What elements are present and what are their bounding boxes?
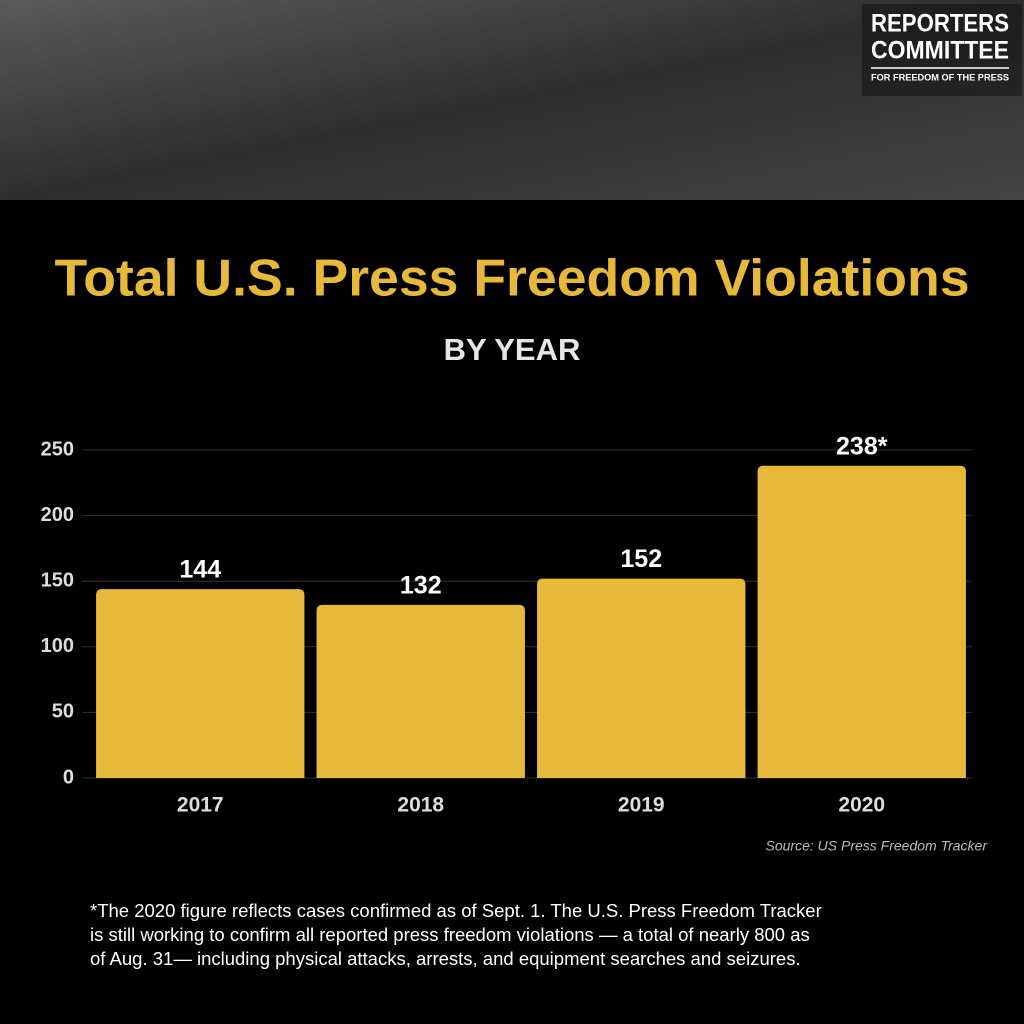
footnote-line: is still working to confirm all reported… bbox=[90, 924, 810, 945]
x-tick-label: 2017 bbox=[177, 794, 224, 817]
x-tick-label: 2020 bbox=[838, 794, 885, 817]
y-tick-label: 250 bbox=[41, 438, 74, 460]
logo-backdrop bbox=[862, 4, 1022, 96]
value-label: 152 bbox=[620, 545, 662, 573]
chart-subtitle: BY YEAR bbox=[444, 332, 581, 367]
y-tick-label: 100 bbox=[41, 635, 74, 657]
logo-line: COMMITTEE bbox=[871, 37, 1009, 65]
y-tick-label: 50 bbox=[52, 701, 74, 723]
value-label: 132 bbox=[400, 571, 442, 599]
footnote-line: of Aug. 31— including physical attacks, … bbox=[90, 948, 801, 969]
logo-tagline: FOR FREEDOM OF THE PRESS bbox=[871, 72, 1009, 82]
footnote-line: *The 2020 figure reflects cases confirme… bbox=[90, 900, 822, 921]
x-tick-label: 2018 bbox=[397, 794, 444, 817]
bar bbox=[96, 589, 305, 778]
y-tick-label: 150 bbox=[41, 569, 74, 591]
plot: 0 50 100 150 200 250 2017 144 2018 132 2019 152 2020… bbox=[41, 432, 972, 817]
bar bbox=[316, 604, 525, 778]
footnote: *The 2020 figure reflects cases confirme… bbox=[90, 900, 822, 969]
bar bbox=[537, 578, 746, 778]
y-tick-label: 0 bbox=[63, 766, 74, 788]
value-label: 238* bbox=[836, 432, 888, 460]
y-tick-label: 200 bbox=[41, 504, 74, 526]
source: Source: US Press Freedom Tracker bbox=[766, 838, 989, 854]
value-label: 144 bbox=[179, 556, 221, 584]
logo-line: REPORTERS bbox=[871, 10, 1009, 38]
header-photo bbox=[0, 0, 1024, 200]
chart-title: Total U.S. Press Freedom Violations bbox=[55, 250, 970, 308]
x-tick-label: 2019 bbox=[618, 794, 665, 817]
bar bbox=[757, 465, 966, 778]
